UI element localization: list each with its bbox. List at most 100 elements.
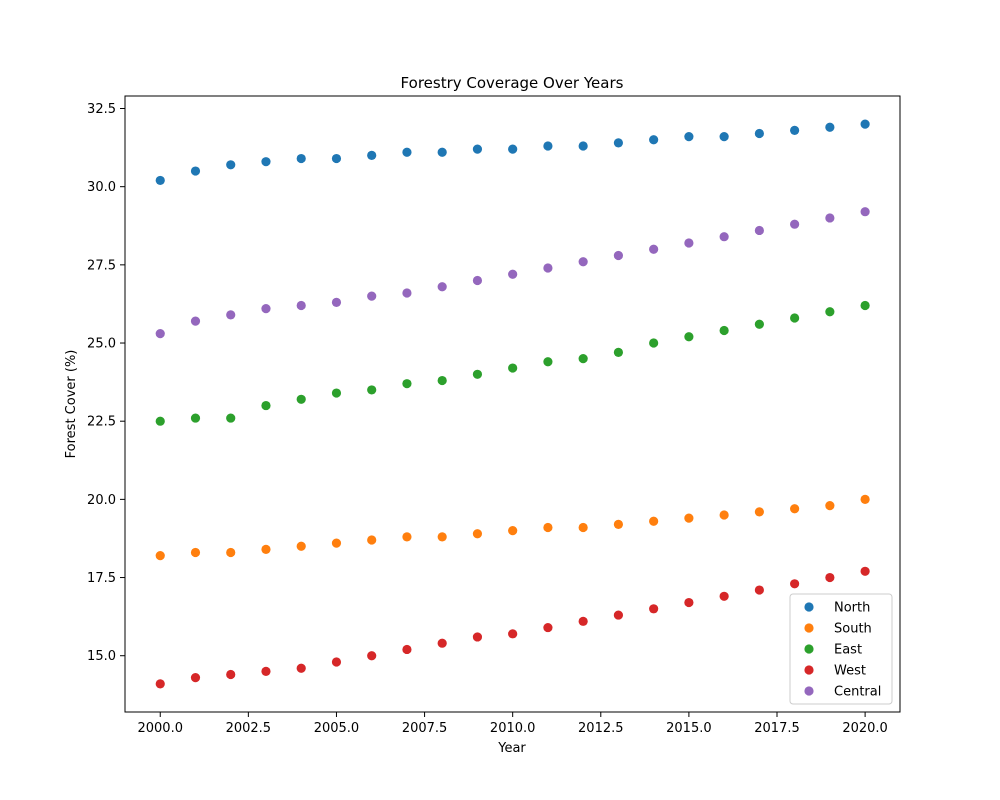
data-point (825, 307, 835, 317)
series-west (155, 566, 870, 689)
data-point (754, 507, 764, 517)
data-point (543, 141, 553, 151)
y-axis-label: Forest Cover (%) (64, 350, 79, 459)
data-point (331, 297, 342, 307)
data-point (155, 551, 165, 561)
plot-frame (124, 95, 901, 713)
legend-box (789, 593, 893, 705)
data-point (367, 651, 377, 661)
data-point (543, 622, 553, 633)
x-tick-label: 2005.0 (314, 721, 360, 736)
x-axis-label: Year (497, 741, 526, 756)
y-axis: 15.0 17.5 20.0 22.5 25.0 27.5 30.0 32.5 (87, 102, 125, 664)
legend-marker (804, 623, 814, 633)
data-point (860, 119, 870, 129)
series-south (155, 494, 870, 561)
plot-area (124, 95, 901, 713)
data-point (155, 329, 165, 339)
x-tick-label: 2010.0 (490, 721, 536, 736)
data-point (825, 572, 835, 583)
data-point (543, 357, 553, 367)
x-tick-label: 2017.5 (754, 721, 800, 736)
legend-marker (804, 602, 814, 612)
series-east (155, 300, 870, 426)
series-central (155, 207, 870, 339)
legend-marker (804, 644, 814, 654)
data-point (437, 282, 447, 292)
data-point (296, 300, 306, 311)
data-point (754, 128, 764, 139)
data-point (649, 135, 659, 145)
data-point (472, 369, 483, 379)
data-point (613, 250, 624, 261)
data-point (825, 122, 835, 132)
data-point (402, 532, 412, 542)
data-point (155, 416, 165, 426)
data-point (719, 132, 729, 142)
data-point (437, 638, 447, 648)
data-point (719, 591, 729, 601)
data-point (437, 532, 447, 542)
data-point (860, 566, 870, 576)
legend-label: East (834, 643, 862, 658)
y-tick-label: 32.5 (87, 102, 116, 117)
data-point (437, 375, 447, 386)
legend-item-north: North (804, 601, 870, 616)
data-point (649, 604, 659, 614)
data-point (296, 663, 306, 673)
y-tick-label: 20.0 (87, 493, 116, 508)
legend: North South East West Central (789, 593, 893, 705)
data-point (226, 413, 236, 423)
data-point (331, 153, 342, 164)
data-point (226, 160, 236, 170)
data-point (543, 263, 553, 273)
data-point (719, 510, 729, 520)
x-axis: 2000.0 2002.5 2005.0 2007.5 2010.0 2012.5 2015… (137, 712, 888, 736)
data-point (331, 388, 342, 398)
data-point (790, 219, 800, 229)
data-point (684, 238, 694, 248)
data-point (825, 501, 835, 511)
data-point (261, 157, 271, 167)
data-point (578, 257, 588, 267)
legend-label: West (834, 664, 866, 679)
x-tick-label: 2012.5 (578, 721, 624, 736)
x-tick-label: 2007.5 (402, 721, 448, 736)
data-point (684, 597, 694, 608)
data-point (155, 175, 165, 186)
data-point (508, 269, 518, 279)
legend-item-east: East (804, 643, 862, 658)
data-point (437, 147, 447, 157)
series-north (155, 119, 870, 186)
data-point (578, 616, 588, 626)
data-point (613, 347, 624, 358)
legend-label: North (834, 601, 870, 616)
data-point (649, 244, 659, 254)
data-point (190, 316, 201, 326)
data-point (367, 291, 377, 301)
data-point (508, 144, 518, 154)
chart-title: Forestry Coverage Over Years (401, 74, 624, 92)
data-point (860, 300, 870, 311)
data-point (790, 504, 800, 514)
y-tick-label: 30.0 (87, 180, 116, 195)
y-tick-label: 22.5 (87, 415, 116, 430)
data-point (543, 522, 553, 533)
data-point (860, 207, 870, 217)
data-point (790, 125, 800, 135)
data-point (578, 141, 588, 151)
data-point (790, 313, 800, 323)
y-tick-label: 15.0 (87, 649, 116, 664)
data-point (578, 522, 588, 533)
data-point (825, 213, 835, 223)
data-point (472, 632, 483, 642)
x-tick-label: 2002.5 (226, 721, 272, 736)
data-point (402, 379, 412, 389)
legend-item-south: South (804, 622, 872, 637)
data-point (296, 541, 306, 551)
data-point (578, 354, 588, 364)
data-point (402, 288, 412, 298)
data-point (226, 310, 236, 320)
data-point (472, 275, 483, 286)
